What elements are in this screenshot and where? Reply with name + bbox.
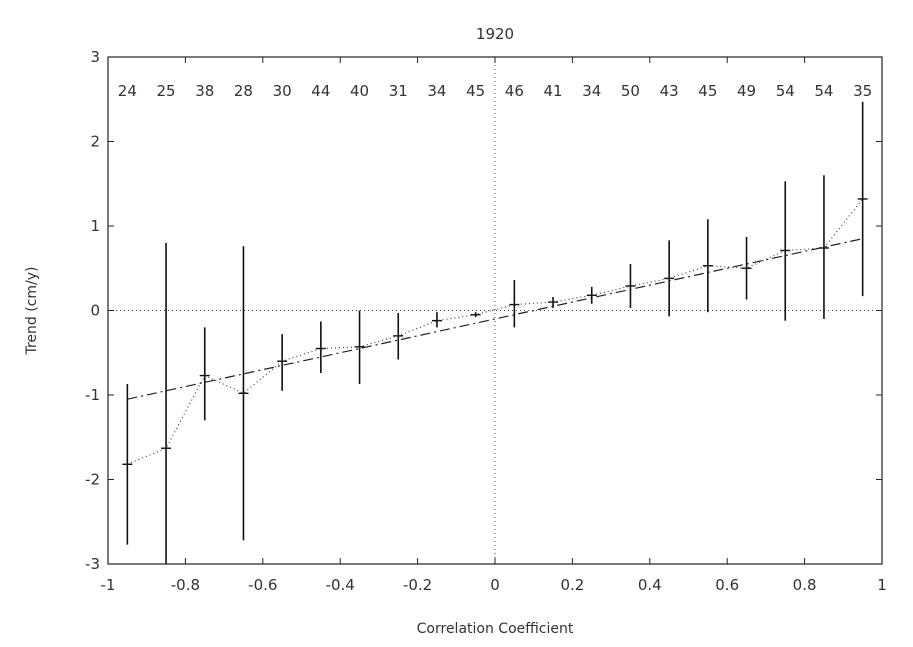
sample-count-label: 54	[814, 82, 833, 100]
x-tick-label: -0.2	[403, 576, 432, 594]
sample-count-label: 44	[311, 82, 330, 100]
fit-line-dashdot	[127, 238, 863, 400]
sample-count-label: 45	[698, 82, 717, 100]
sample-count-label: 35	[853, 82, 872, 100]
sample-count-label: 50	[621, 82, 640, 100]
sample-count-label: 31	[389, 82, 408, 100]
sample-count-label: 43	[660, 82, 679, 100]
sample-count-label: 46	[505, 82, 524, 100]
sample-count-label: 38	[195, 82, 214, 100]
y-tick-label: 3	[90, 48, 100, 66]
sample-count-label: 24	[118, 82, 137, 100]
sample-count-label: 54	[776, 82, 795, 100]
sample-count-label: 34	[582, 82, 601, 100]
y-tick-label: 2	[90, 133, 100, 151]
x-tick-label: -0.8	[171, 576, 200, 594]
x-tick-label: 0.8	[793, 576, 817, 594]
sample-count-label: 34	[427, 82, 446, 100]
y-tick-label: 0	[90, 302, 100, 320]
y-tick-label: -2	[85, 471, 100, 489]
sample-count-label: 28	[234, 82, 253, 100]
x-tick-label: 0.2	[560, 576, 584, 594]
x-tick-label: 0.6	[715, 576, 739, 594]
y-tick-label: 1	[90, 217, 100, 235]
x-tick-label: -0.6	[248, 576, 277, 594]
sample-count-label: 40	[350, 82, 369, 100]
sample-count-label: 41	[544, 82, 563, 100]
trend-series-dotted	[127, 198, 864, 465]
x-axis-label: Correlation Coefficient	[417, 621, 574, 637]
y-axis-label: Trend (cm/y)	[24, 266, 40, 355]
y-tick-label: -1	[85, 386, 100, 404]
x-tick-label: -1	[101, 576, 116, 594]
sample-count-label: 25	[157, 82, 176, 100]
x-tick-label: 1	[877, 576, 887, 594]
x-tick-label: 0.4	[638, 576, 662, 594]
sample-count-label: 30	[273, 82, 292, 100]
x-tick-label: 0	[490, 576, 500, 594]
sample-count-label: 49	[737, 82, 756, 100]
sample-count-label: 45	[466, 82, 485, 100]
chart-title: 1920	[476, 25, 514, 43]
x-tick-label: -0.4	[326, 576, 355, 594]
y-tick-label: -3	[85, 555, 100, 573]
